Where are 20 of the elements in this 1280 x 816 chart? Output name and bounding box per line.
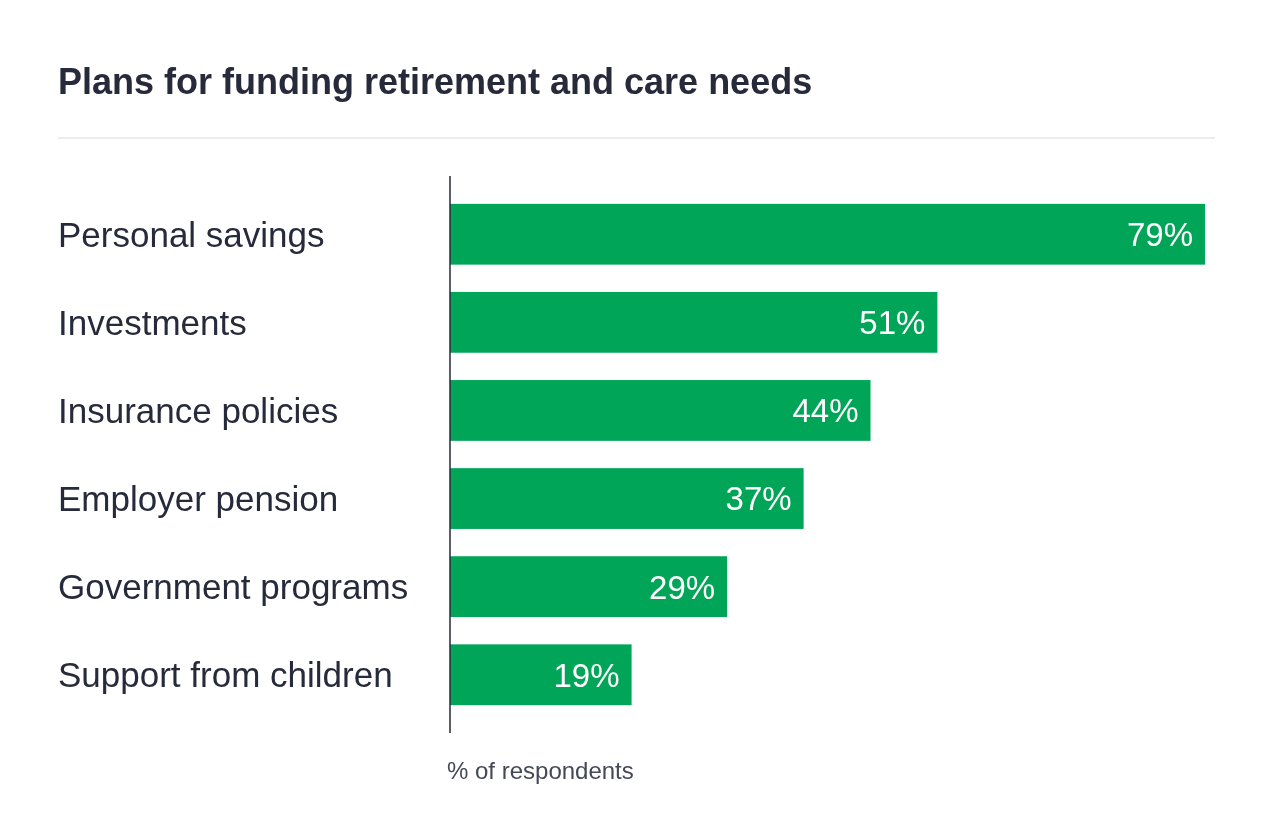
data-label: 29% [649,568,716,606]
y-tick-label: Insurance policies [58,390,339,430]
data-label: 19% [553,656,620,694]
bar [450,203,1205,265]
x-axis-title: % of respondents [447,757,634,784]
y-tick-label: Employer pension [58,478,339,518]
y-tick-label: Investments [58,302,247,342]
data-label: 44% [792,392,859,430]
bar [450,556,728,618]
data-label: 79% [1126,216,1193,254]
data-label: 37% [725,480,792,518]
y-tick-label: Personal savings [58,214,325,254]
data-label: 51% [859,304,926,342]
bar [450,380,871,441]
bar [450,291,938,353]
bar [450,644,632,706]
chart-title: Plans for funding retirement and care needs [58,61,813,102]
y-tick-label: Government programs [58,566,409,606]
bar [450,468,804,529]
y-tick-label: Support from children [58,655,393,694]
